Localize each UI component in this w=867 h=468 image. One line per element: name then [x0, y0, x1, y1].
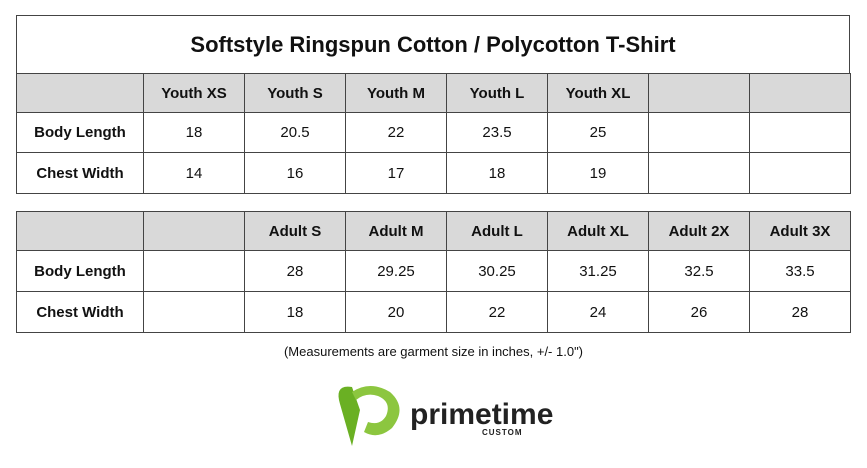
- logo-name: primetime: [410, 398, 553, 431]
- logo-bowl: [352, 386, 400, 436]
- note: (Measurements are garment size in inches…: [283, 344, 584, 359]
- logo-stem: [338, 386, 360, 446]
- table-cell: Adult M: [345, 211, 447, 251]
- table-cell: Youth S: [244, 73, 346, 113]
- table-cell: Adult 3X: [749, 211, 851, 251]
- table-cell: Adult 2X: [648, 211, 750, 251]
- empty-cell: [16, 211, 144, 251]
- table-cell: Adult S: [244, 211, 346, 251]
- table-cell: 28: [749, 291, 851, 333]
- empty-cell: [749, 152, 851, 194]
- table-cell: Adult L: [446, 211, 548, 251]
- empty-cell: [16, 73, 144, 113]
- logo-sub: CUSTOM: [482, 428, 523, 437]
- empty-cell: [648, 73, 750, 113]
- empty-cell: [143, 211, 245, 251]
